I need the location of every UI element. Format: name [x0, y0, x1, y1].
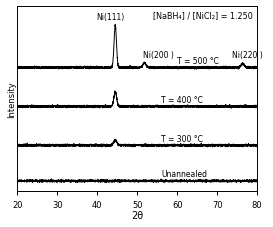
Text: T = 300 °C: T = 300 °C — [161, 134, 203, 143]
Text: T = 400 °C: T = 400 °C — [161, 95, 203, 104]
Text: [NaBH₄] / [NiCl₂] = 1.250: [NaBH₄] / [NiCl₂] = 1.250 — [153, 11, 252, 20]
Text: Unannealed: Unannealed — [161, 170, 207, 179]
Y-axis label: Intensity: Intensity — [7, 81, 16, 117]
Text: Ni(220 ): Ni(220 ) — [232, 51, 263, 60]
X-axis label: 2θ: 2θ — [131, 210, 143, 220]
Text: T = 500 °C: T = 500 °C — [177, 57, 219, 66]
Text: Ni(111): Ni(111) — [96, 13, 124, 22]
Text: Ni(200 ): Ni(200 ) — [143, 51, 174, 60]
